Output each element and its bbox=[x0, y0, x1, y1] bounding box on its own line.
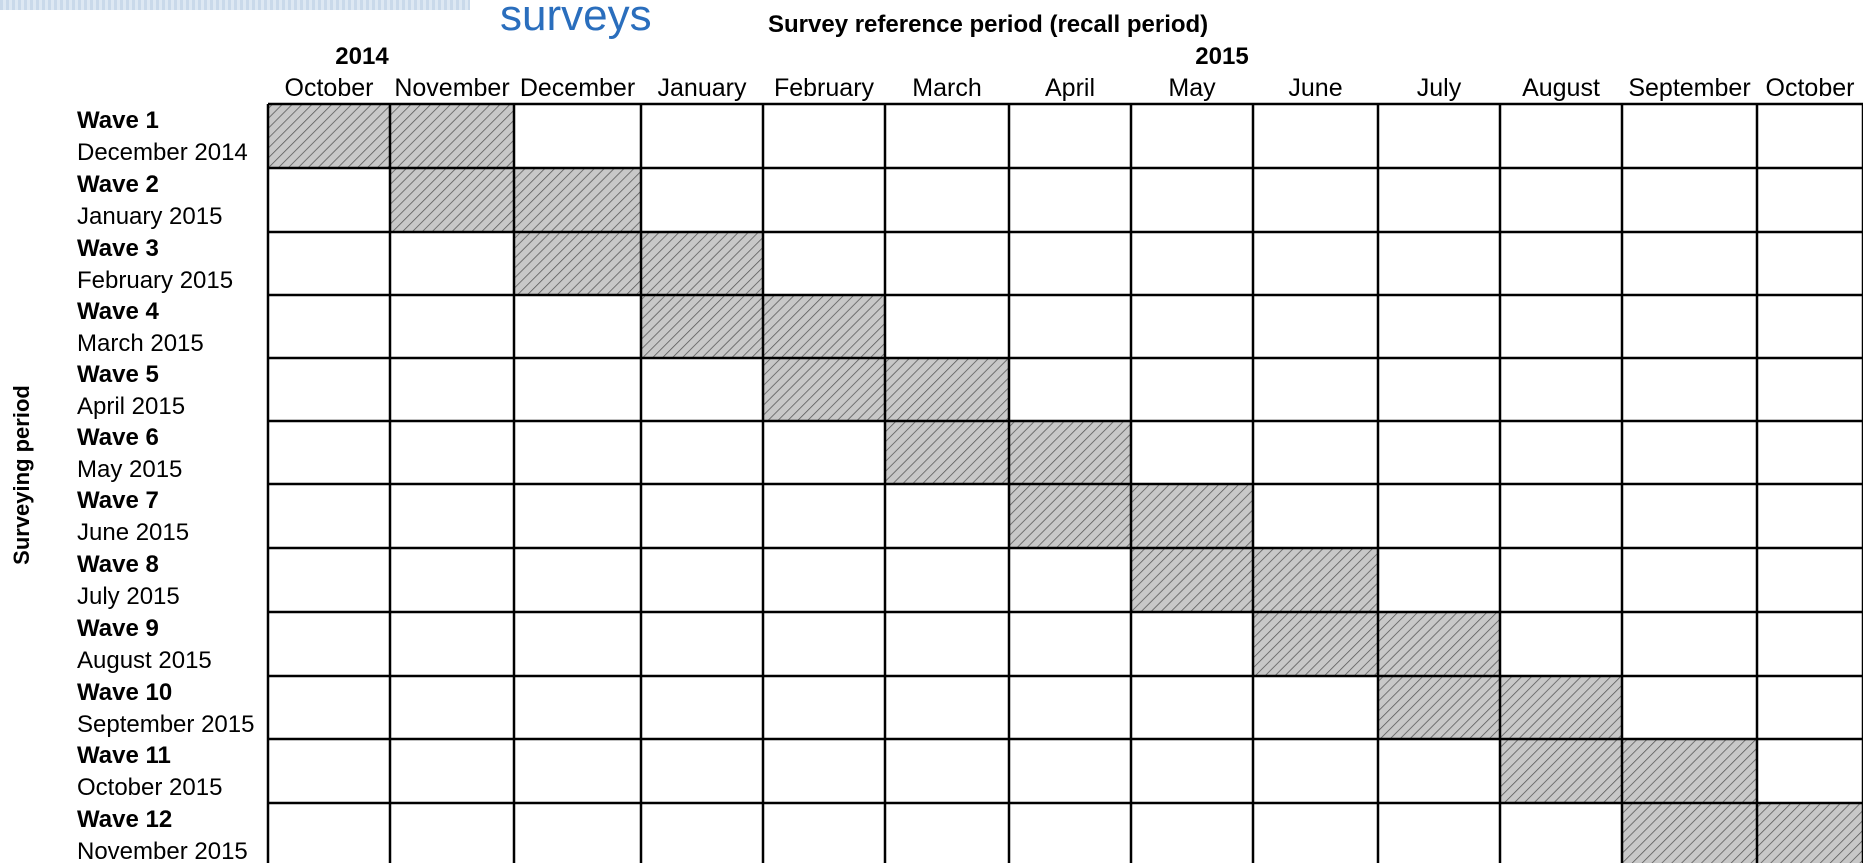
wave-title: Wave 10 bbox=[77, 679, 173, 706]
month-header: December bbox=[519, 74, 636, 102]
month-header: April bbox=[1044, 74, 1096, 102]
month-header: November bbox=[394, 74, 510, 102]
wave-date: January 2015 bbox=[77, 203, 223, 230]
recall-period-cell bbox=[641, 232, 763, 295]
wave-date: March 2015 bbox=[77, 330, 204, 357]
year-label-2014: 2014 bbox=[335, 43, 389, 70]
recall-period-cell bbox=[1378, 612, 1500, 676]
month-header: September bbox=[1628, 74, 1751, 102]
recall-period-cell bbox=[1131, 548, 1253, 612]
month-header: March bbox=[912, 74, 982, 102]
wave-title: Wave 6 bbox=[77, 424, 159, 451]
recall-period-cell bbox=[1253, 612, 1378, 676]
wave-date: August 2015 bbox=[77, 647, 212, 674]
wave-title: Wave 9 bbox=[77, 615, 159, 642]
recall-period-cell bbox=[1622, 739, 1757, 803]
top-decorative-bar bbox=[0, 0, 470, 10]
wave-title: Wave 2 bbox=[77, 171, 159, 198]
recall-period-cell bbox=[1009, 484, 1131, 548]
recall-period-cell bbox=[1253, 548, 1378, 612]
recall-period-cell bbox=[268, 104, 390, 168]
month-header: July bbox=[1416, 74, 1462, 102]
wave-date: July 2015 bbox=[77, 583, 180, 610]
month-header: June bbox=[1288, 74, 1343, 102]
wave-date: October 2015 bbox=[77, 774, 223, 801]
recall-period-cell bbox=[641, 295, 763, 358]
recall-period-cell bbox=[763, 295, 885, 358]
month-header: May bbox=[1168, 74, 1216, 102]
month-header: October bbox=[284, 74, 374, 102]
wave-title: Wave 4 bbox=[77, 298, 159, 325]
wave-date: May 2015 bbox=[77, 456, 183, 483]
wave-date: November 2015 bbox=[77, 838, 248, 865]
recall-period-cell bbox=[885, 421, 1009, 484]
recall-period-cell bbox=[1500, 676, 1622, 739]
month-header: October bbox=[1765, 74, 1855, 102]
wave-date: September 2015 bbox=[77, 711, 255, 738]
recall-period-cell bbox=[514, 232, 641, 295]
wave-date: June 2015 bbox=[77, 519, 190, 546]
slide-title: surveys bbox=[500, 0, 652, 40]
recall-period-cell bbox=[1131, 484, 1253, 548]
wave-title: Wave 3 bbox=[77, 235, 159, 262]
reference-period-heading: Survey reference period (recall period) bbox=[768, 11, 1209, 38]
year-label-2015: 2015 bbox=[1195, 43, 1249, 70]
wave-title: Wave 1 bbox=[77, 107, 159, 134]
wave-title: Wave 7 bbox=[77, 487, 159, 514]
recall-period-cell bbox=[514, 168, 641, 232]
recall-period-cell bbox=[1757, 803, 1863, 863]
month-header: August bbox=[1522, 74, 1600, 102]
recall-period-cell bbox=[1622, 803, 1757, 863]
recall-period-cell bbox=[763, 358, 885, 421]
recall-period-cell bbox=[390, 168, 514, 232]
wave-title: Wave 8 bbox=[77, 551, 159, 578]
month-header: February bbox=[773, 74, 875, 102]
wave-date: February 2015 bbox=[77, 267, 234, 294]
month-header: January bbox=[657, 74, 747, 102]
recall-period-cell bbox=[1378, 676, 1500, 739]
recall-period-cell bbox=[1009, 421, 1131, 484]
recall-period-cell bbox=[885, 358, 1009, 421]
wave-title: Wave 11 bbox=[77, 742, 171, 769]
wave-date: December 2014 bbox=[77, 139, 248, 166]
recall-period-cell bbox=[1500, 739, 1622, 803]
wave-title: Wave 12 bbox=[77, 806, 173, 833]
recall-period-cell bbox=[390, 104, 514, 168]
wave-date: April 2015 bbox=[77, 393, 186, 420]
wave-title: Wave 5 bbox=[77, 361, 159, 388]
